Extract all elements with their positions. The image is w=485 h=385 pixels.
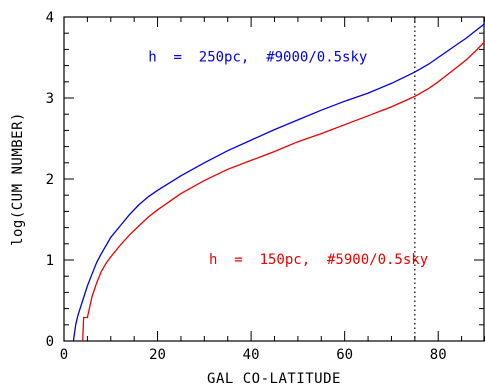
plot-frame <box>63 16 485 342</box>
y-tick-label: 4 <box>46 10 54 26</box>
x-tick-label: 80 <box>430 347 447 363</box>
x-tick-label: 20 <box>149 347 166 363</box>
chart-marks: h = 250pc, #9000/0.5sky h = 150pc, #5900/… <box>72 17 485 342</box>
series-line-1 <box>82 40 485 342</box>
y-tick-label: 2 <box>46 172 54 188</box>
y-tick-label: 0 <box>46 334 54 350</box>
x-tick-label: 40 <box>243 347 260 363</box>
x-tick-label: 0 <box>60 347 68 363</box>
chart-axes: 0 20 40 60 80 0 1 2 3 4 <box>46 10 485 363</box>
x-tick-label: 60 <box>336 347 353 363</box>
y-tick-label: 3 <box>46 91 54 107</box>
y-tick-label: 1 <box>46 253 54 269</box>
series-annotation-0: h = 250pc, #9000/0.5sky <box>148 50 367 66</box>
series-annotation-1: h = 150pc, #5900/0.5sky <box>209 252 428 268</box>
series-line-0 <box>72 22 485 342</box>
x-axis-label: GAL CO-LATITUDE <box>207 371 341 385</box>
y-axis-label: log(CUM NUMBER) <box>10 112 26 246</box>
